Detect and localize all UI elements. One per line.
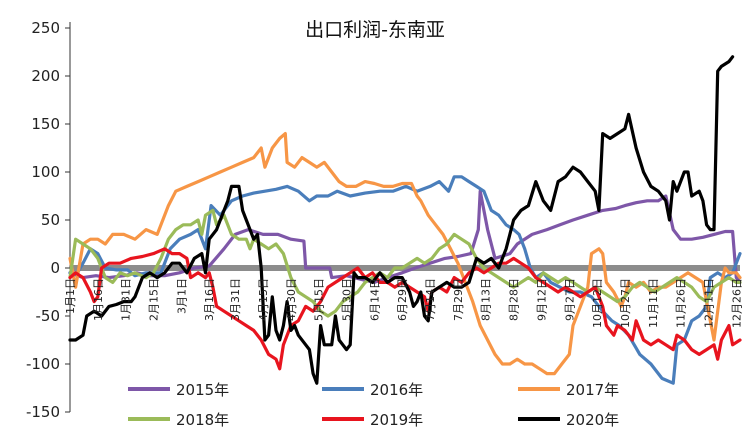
x-tick-label: 4月30日 xyxy=(285,278,298,321)
x-tick-label: 12月11日 xyxy=(702,278,715,328)
x-tick-label: 10月12日 xyxy=(591,278,604,328)
x-tick-label: 1月1日 xyxy=(64,278,77,314)
x-tick-label: 11月11日 xyxy=(647,278,660,328)
x-tick-label: 8月28日 xyxy=(508,278,521,321)
y-tick-label: 0 xyxy=(50,259,60,277)
x-tick-label: 1月31日 xyxy=(120,278,133,321)
x-tick-label: 7月14日 xyxy=(424,278,437,321)
legend-label: 2019年 xyxy=(370,411,423,429)
x-tick-label: 1月16日 xyxy=(92,278,105,321)
legend-label: 2016年 xyxy=(370,381,423,399)
legend-label: 2018年 xyxy=(176,411,229,429)
series-line-2018 xyxy=(68,208,742,318)
y-tick-label: -150 xyxy=(26,403,60,421)
y-tick-label: 150 xyxy=(31,115,60,133)
legend-item-2020: 2020年 xyxy=(518,411,619,429)
x-tick-label: 3月16日 xyxy=(203,278,216,321)
x-tick-label: 5月15日 xyxy=(313,278,326,321)
legend-item-2017: 2017年 xyxy=(518,381,619,399)
legend-label: 2017年 xyxy=(566,381,619,399)
x-tick-label: 11月26日 xyxy=(675,278,688,328)
legend-item-2018: 2018年 xyxy=(128,411,229,429)
chart-title: 出口利润-东南亚 xyxy=(305,19,445,41)
x-tick-label: 6月14日 xyxy=(368,278,381,321)
x-tick-label: 10月27日 xyxy=(619,278,632,328)
y-axis: 250 200 150 100 50 0 -50 -100 -150 xyxy=(26,19,71,421)
x-tick-label: 9月12日 xyxy=(535,278,548,321)
series-lines xyxy=(68,55,742,385)
x-tick-label: 3月1日 xyxy=(175,278,188,314)
y-tick-label: 100 xyxy=(31,163,60,181)
x-tick-label: 6月29日 xyxy=(396,278,409,321)
legend: 2015年 2016年 2017年 2018年 2019年 2020年 xyxy=(128,381,619,429)
x-tick-label: 5月30日 xyxy=(341,278,354,321)
x-tick-label: 3月31日 xyxy=(229,278,242,321)
legend-item-2015: 2015年 xyxy=(128,381,229,399)
legend-label: 2015年 xyxy=(176,381,229,399)
x-tick-label: 12月26日 xyxy=(730,278,743,328)
series-line-2017 xyxy=(68,132,742,376)
y-tick-label: -100 xyxy=(26,355,60,373)
series-line-2019 xyxy=(68,247,742,371)
x-axis: 1月1日 1月16日 1月31日 2月15日 3月1日 3月16日 3月31日 4月15日 4月… xyxy=(64,278,743,328)
y-tick-label: 200 xyxy=(31,67,60,85)
y-tick-label: 250 xyxy=(31,19,60,37)
x-tick-label: 4月15日 xyxy=(257,278,270,321)
x-tick-label: 9月27日 xyxy=(563,278,576,321)
legend-item-2016: 2016年 xyxy=(322,381,423,399)
x-tick-label: 7月29日 xyxy=(452,278,465,321)
legend-label: 2020年 xyxy=(566,411,619,429)
series-line-2016 xyxy=(68,175,742,385)
y-tick-label: 50 xyxy=(41,211,60,229)
series-line-2020 xyxy=(68,55,735,385)
x-tick-label: 2月15日 xyxy=(148,278,161,321)
x-tick-label: 8月13日 xyxy=(480,278,493,321)
legend-item-2019: 2019年 xyxy=(322,411,423,429)
y-tick-label: -50 xyxy=(36,307,61,325)
